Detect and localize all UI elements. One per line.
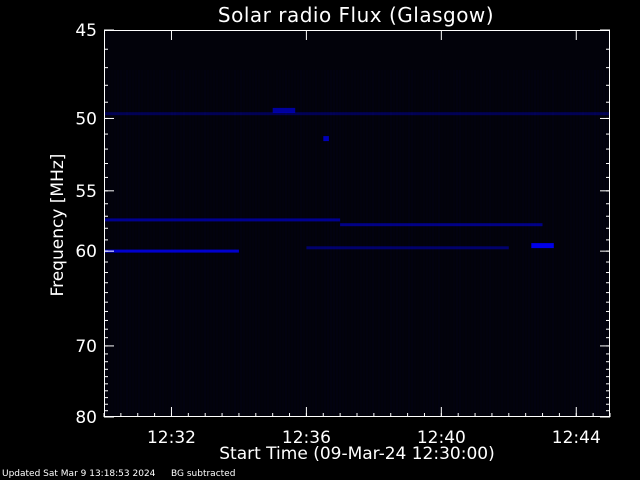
y-tick-label: 45 bbox=[75, 21, 97, 41]
x-tick-label: 12:32 bbox=[147, 428, 196, 448]
x-axis-label: Start Time (09-Mar-24 12:30:00) bbox=[219, 444, 495, 464]
x-tick-label: 12:36 bbox=[282, 428, 331, 448]
signal-spot bbox=[531, 243, 554, 249]
signal-band bbox=[340, 223, 543, 227]
signal-band bbox=[104, 112, 610, 116]
y-tick-label: 80 bbox=[75, 408, 97, 428]
chart-title: Solar radio Flux (Glasgow) bbox=[217, 3, 495, 27]
x-tick-label: 12:44 bbox=[552, 428, 601, 448]
x-tick-label: 12:40 bbox=[417, 428, 466, 448]
signal-spot bbox=[323, 136, 329, 142]
signal-band bbox=[306, 246, 509, 250]
y-tick-label: 60 bbox=[75, 242, 97, 262]
y-tick-label: 70 bbox=[75, 337, 97, 357]
signal-band bbox=[104, 249, 239, 253]
signal-features bbox=[104, 107, 610, 253]
bg-subtracted-note: BG subtracted bbox=[171, 469, 236, 479]
signal-spot bbox=[272, 107, 296, 113]
y-axis: 45 50 55 60 70 80 bbox=[75, 21, 610, 428]
updated-timestamp: Updated Sat Mar 9 13:18:53 2024 bbox=[2, 469, 156, 479]
y-tick-label: 55 bbox=[75, 182, 97, 202]
x-axis: 12:32 12:36 12:40 12:44 bbox=[103, 30, 611, 448]
signal-band bbox=[104, 218, 341, 222]
y-tick-label: 50 bbox=[75, 109, 97, 129]
y-axis-label: Frequency [MHz] bbox=[48, 153, 68, 297]
vertical-streaks bbox=[105, 70, 608, 415]
